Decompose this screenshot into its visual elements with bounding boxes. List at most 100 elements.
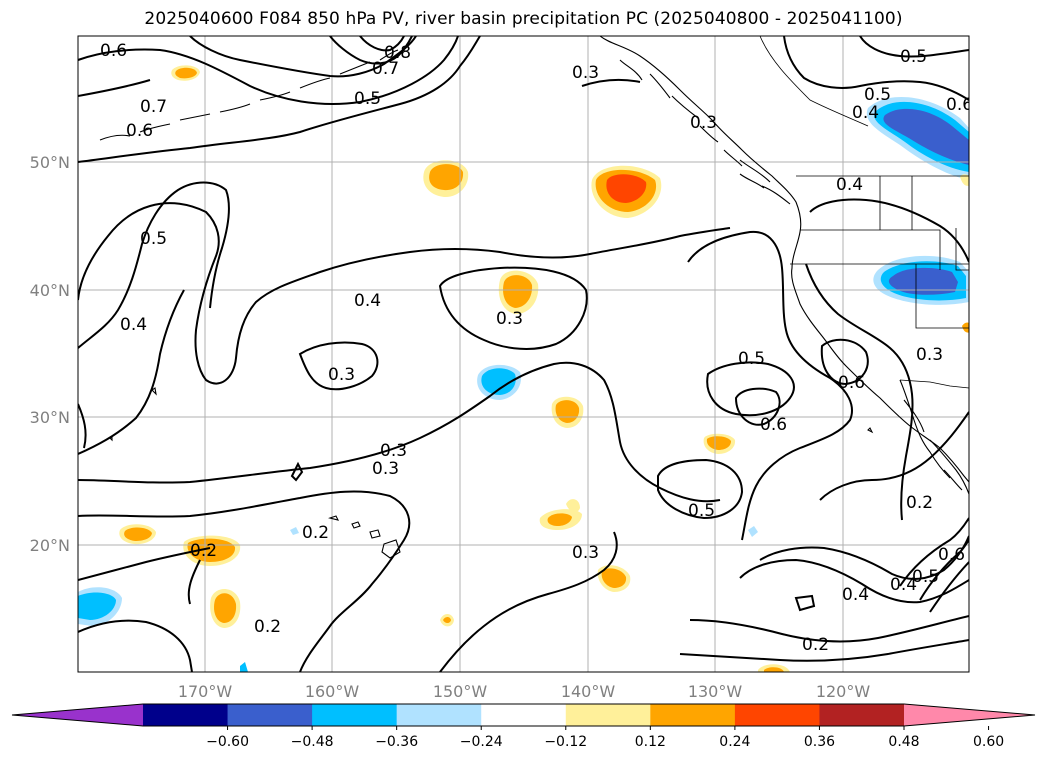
borders [759,36,969,389]
shade-orange-37n-117w-o [962,322,969,333]
contour-line [78,490,411,672]
shade-orange-49n-138w-r [606,174,647,203]
map-frame [77,35,970,673]
colorbar-swatch [565,704,651,726]
contour-line [759,535,969,580]
contour-line [859,36,969,58]
contour-label: 0.5 [864,85,891,105]
colorbar-tick-label: −0.60 [206,734,249,750]
contour-line [919,539,969,601]
contour-line [439,531,618,672]
contour-line [820,338,869,386]
contour-label: 0.3 [372,459,399,479]
border-us-mexico [899,379,969,389]
contour-label: 0.7 [372,59,399,79]
colorbar-tick-label: −0.12 [544,734,587,750]
shade-orange-10n-125w-o [764,667,784,672]
contour-line [78,361,721,503]
shade-orange-48n-114w-y [960,174,969,186]
lon-label: 130°W [688,682,743,701]
colorbar-tick-label: 0.60 [973,734,1004,750]
lon-label: 140°W [561,682,616,701]
contour-line [929,561,969,613]
map-title: 2025040600 F084 850 hPa PV, river basin … [144,9,903,29]
shade-sw-blue-mid [78,592,116,620]
longitude-labels: 170°W 160°W 150°W 140°W 130°W 120°W [178,682,871,701]
shade-orange-22n-142w-o [547,513,572,526]
contour-label: 0.5 [900,47,927,67]
contour-line [78,36,481,163]
contour-label: 0.3 [328,365,355,385]
colorbar-swatch [819,704,905,726]
contour-label: 0.6 [760,415,787,435]
shade-orange-15n-168w-o [214,593,237,623]
lat-label: 20°N [30,536,70,555]
contour-label: 0.4 [354,291,381,311]
colorbar: −0.60 −0.48 −0.36 −0.24 −0.12 0.12 0.24 0.36 0.4… [11,703,1036,750]
shade-ne-blue-dark [883,108,969,165]
colorbar-tick-label: −0.36 [375,734,418,750]
coast-alaska-panhandle [599,36,969,483]
contour-label: 0.6 [946,95,973,115]
colorbar-outline [11,703,1036,727]
border-alaska-canada [759,36,869,127]
contour-label: 0.5 [688,501,715,521]
contour-label: 0.2 [802,635,829,655]
contour-label: 0.5 [738,349,765,369]
coast-baja [899,379,951,479]
coast-bc-islands [739,159,791,205]
contour-line [298,341,379,391]
contour-line [78,36,459,105]
lon-label: 160°W [305,682,360,701]
colorbar-tick-label: 0.12 [635,734,666,750]
coast-mexico [929,439,969,495]
colorbar-swatch [396,704,482,726]
colorbar-tick-label: 0.48 [888,734,919,750]
shade-orange-49n-152w-o [429,164,464,191]
coastlines [99,36,969,559]
contour-label: 0.4 [852,103,879,123]
contour-line [78,289,185,455]
shade-tiny-blue-3 [240,662,248,672]
lat-label: 30°N [30,408,70,427]
pv-contours [78,36,969,672]
shade-orange-23n-141w-y [566,499,580,513]
coast-alaska-islands [619,59,743,167]
contour-label: 0.2 [254,617,281,637]
precip-shading [78,65,969,672]
contour-label: 0.8 [384,43,411,63]
contour-line [809,198,969,263]
contour-label: 0.3 [496,309,523,329]
colorbar-swatch [227,704,313,726]
contour-label: 0.6 [126,121,153,141]
shade-blob-blue-mid [481,368,516,395]
contour-label: 0.5 [140,229,167,249]
contour-label: 0.2 [906,493,933,513]
colorbar-swatch [481,704,567,726]
contour-line [581,78,641,87]
contour-label: 0.3 [690,113,717,133]
map-area: 0.6 0.8 0.7 0.5 0.3 0.5 0.4 0.6 0.7 0.6 … [78,36,973,672]
contour-line [78,547,211,605]
lon-label: 150°W [433,682,488,701]
contour-label: 0.3 [572,63,599,83]
colorbar-swatch [734,704,820,726]
shade-orange-20n-170w-o [187,538,236,562]
coast-hawaii [328,515,401,559]
contour-label: 0.5 [912,567,939,587]
shade-orange-21n-175w-o [124,527,152,541]
contour-line [438,266,588,350]
contour-line [739,558,969,604]
contour-label: 0.6 [838,373,865,393]
contour-label: 0.2 [190,541,217,561]
contour-label: 0.4 [120,315,147,335]
contour-line [189,36,417,78]
contour-line [78,181,230,349]
colorbar-tick-label: 0.24 [719,734,750,750]
colorbar-extend-low [12,704,143,726]
shade-tiny-blue-2 [290,527,299,535]
border-us-states [790,176,969,329]
colorbar-swatch [312,704,398,726]
contour-line [78,202,731,385]
